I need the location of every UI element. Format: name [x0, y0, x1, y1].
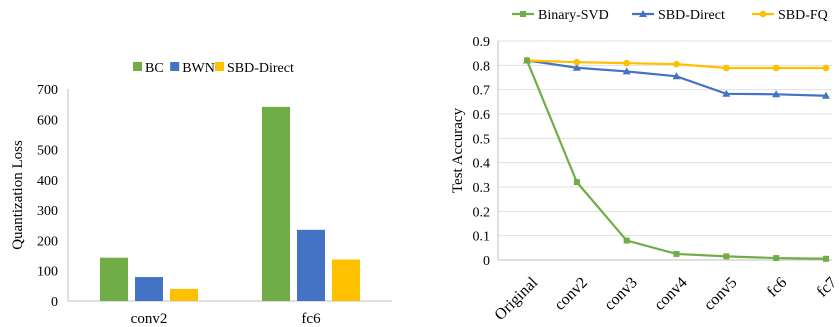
x-tick-label: conv2	[551, 274, 591, 314]
data-point	[623, 59, 630, 67]
legend-marker	[759, 10, 767, 18]
legend-marker	[520, 11, 526, 17]
data-point	[573, 179, 580, 186]
bar-bwn-conv2	[135, 277, 163, 301]
legend-label: BC	[145, 61, 164, 76]
y-tick-label: 300	[37, 204, 58, 219]
data-point	[823, 255, 829, 262]
bar-bwn-fc6	[297, 229, 325, 301]
y-tick-label: 500	[37, 144, 58, 159]
y-tick-label: 100	[37, 265, 58, 280]
legend-label: SBD-Direct	[658, 8, 725, 23]
legend: BC BWN SBD-Direct	[133, 61, 294, 76]
y-tick-label: 0.4	[473, 157, 491, 172]
series-binary-svd	[524, 57, 829, 262]
legend-swatch	[215, 62, 224, 71]
data-point	[622, 67, 631, 75]
series-line	[525, 60, 827, 260]
y-tick-label: 0.7	[473, 84, 491, 99]
x-tick-label: conv5	[701, 274, 741, 314]
legend-swatch	[170, 62, 180, 71]
series-sbd-fq	[523, 57, 830, 72]
data-point	[822, 91, 830, 99]
y-tick-label: 0.3	[473, 181, 491, 196]
bar-sbd-direct-fc6	[332, 259, 360, 301]
data-point	[673, 250, 680, 257]
legend-label: BWN	[182, 61, 215, 76]
x-tick-label: fc6	[301, 311, 321, 327]
y-tick-label: 0.6	[473, 108, 491, 123]
x-tick-label: fc7	[814, 274, 839, 300]
data-point	[772, 90, 781, 98]
data-point	[524, 57, 530, 64]
y-tick-label: 400	[37, 174, 58, 189]
x-tick-label: conv3	[601, 274, 641, 314]
bar-bc-conv2	[100, 257, 128, 301]
legend-marker	[639, 10, 647, 17]
test-accuracy-chart: 0 0.1 0.2 0.3 0.4 0.5 0.6 0.7 0.8 0.9 Test Accurac…	[450, 8, 839, 324]
x-tick-label: conv2	[131, 311, 168, 327]
bar-bc-fc6	[262, 106, 290, 302]
y-tick-label: 0.2	[473, 205, 491, 220]
bar-sbd-direct-conv2	[170, 288, 198, 301]
y-tick-label: 200	[37, 234, 58, 249]
data-point	[672, 72, 681, 80]
data-point	[623, 237, 630, 244]
x-tick-label: Original	[491, 274, 541, 324]
y-tick-label: 0.9	[473, 35, 491, 50]
data-point	[723, 64, 730, 72]
y-axis-title: Quantization Loss	[10, 140, 26, 250]
data-point	[772, 64, 780, 72]
y-tick-label: 600	[37, 113, 58, 128]
data-point	[722, 89, 731, 97]
y-tick-label: 0.8	[473, 59, 491, 74]
x-tick-label: fc6	[764, 274, 790, 300]
data-point	[673, 60, 680, 68]
data-point	[773, 255, 780, 262]
data-point	[723, 253, 730, 260]
data-point	[573, 58, 581, 66]
data-point	[572, 63, 581, 71]
x-tick-label: conv4	[651, 274, 691, 314]
y-tick-label: 0.1	[473, 230, 491, 245]
y-axis-title: Test Accuracy	[450, 107, 466, 193]
y-tick-label: 0.5	[473, 132, 491, 147]
legend-label: SBD-FQ	[778, 8, 828, 23]
legend-swatch	[133, 62, 142, 71]
y-tick-label: 700	[37, 83, 58, 98]
y-tick-label: 0	[483, 254, 490, 269]
legend-label: SBD-Direct	[227, 61, 294, 76]
y-tick-label: 0	[51, 295, 58, 310]
legend: Binary-SVD SBD-Direct SBD-FQ	[512, 8, 828, 23]
data-point	[822, 64, 830, 72]
quantization-loss-chart: 0 100 200 300 400 500 600 700 Quantization Loss c…	[10, 61, 392, 327]
legend-label: Binary-SVD	[538, 8, 609, 23]
